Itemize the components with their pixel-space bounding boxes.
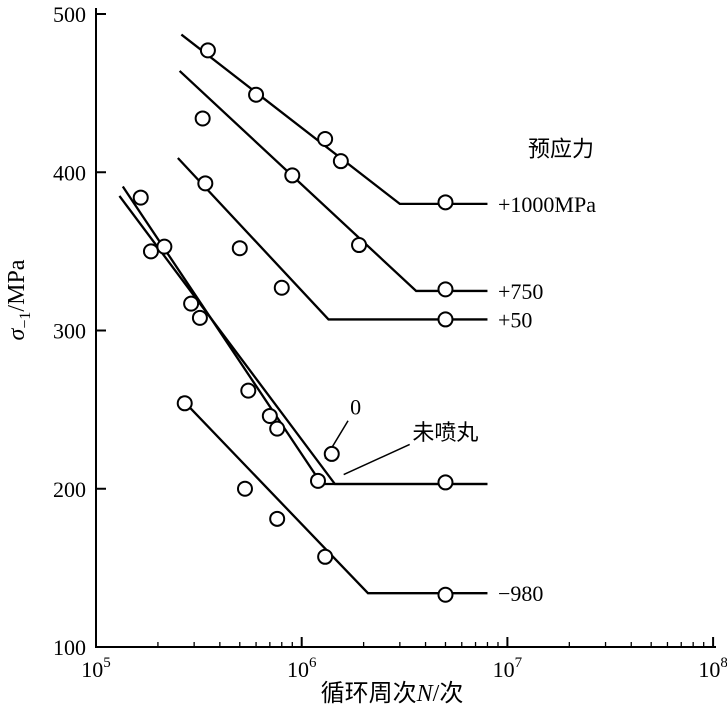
data-point-marker [437,586,454,603]
annotation-label: 预应力 [528,137,594,162]
data-point-marker [248,86,265,103]
y-tick-label: 200 [53,477,86,502]
x-tick-label: 107 [493,655,523,682]
data-point-marker [317,131,334,148]
data-point-marker [240,382,257,399]
data-point-marker [284,167,301,184]
data-point-marker [197,175,214,192]
x-axis-label: 循环周次N/次 [321,680,464,707]
y-tick-label: 400 [53,160,86,185]
data-point-marker [437,311,454,328]
y-axis-label: σ−1/MPa [4,259,34,340]
data-point-marker [261,407,278,424]
data-point-marker [142,243,159,260]
data-point-marker [194,110,211,127]
series-label: 未喷丸 [412,420,478,445]
data-point-marker [437,474,454,491]
series-label: +750 [498,279,543,304]
data-point-marker [176,395,193,412]
series-label: +50 [498,307,532,332]
x-tick-label: 108 [698,655,727,682]
data-point-marker [317,548,334,565]
data-point-marker [269,420,286,437]
data-point-marker [437,194,454,211]
axes-spines [95,8,716,648]
label-leader-line [343,443,411,476]
x-tick-label: 105 [81,655,111,682]
series-line [180,33,488,206]
y-tick-label: 100 [53,635,86,660]
data-point-marker [132,189,149,206]
y-tick-label: 500 [53,2,86,27]
x-tick-label: 106 [287,655,317,682]
data-point-marker [191,309,208,326]
data-point-marker [309,472,326,489]
data-point-marker [156,238,173,255]
series-label: 0 [350,394,361,419]
y-tick-label: 300 [53,319,86,344]
data-point-marker [231,240,248,257]
data-point-marker [199,42,216,59]
series-line [178,70,488,293]
data-point-marker [437,281,454,298]
data-point-marker [183,295,200,312]
data-point-marker [236,480,253,497]
series-line [118,195,488,486]
data-point-marker [332,153,349,170]
data-point-marker [351,237,368,254]
series-label: +1000MPa [498,192,596,217]
data-point-marker [323,445,340,462]
data-point-marker [273,279,290,296]
series-line [177,157,488,321]
data-point-marker [269,510,286,527]
series-label: −980 [498,581,543,606]
